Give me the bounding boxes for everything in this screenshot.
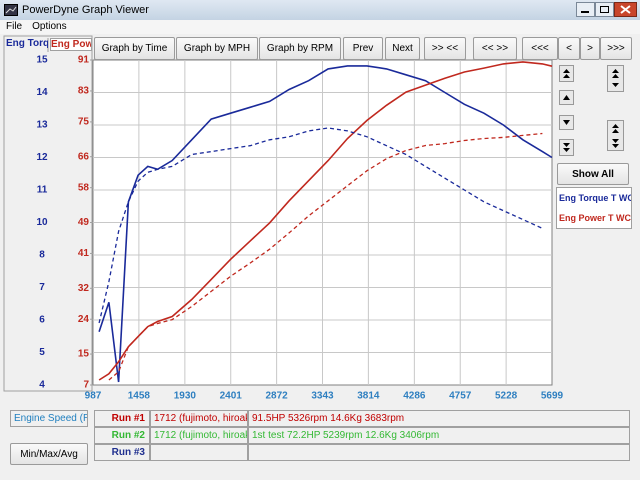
x-tick-label: 5699 [541, 391, 564, 400]
x-tick-label: 987 [85, 391, 102, 400]
run-vehicle: 1712 (fujimoto, hiroaki) [150, 427, 248, 444]
y2-tick-label: 32 [78, 283, 90, 294]
x-tick-label: 3814 [357, 391, 380, 400]
y-tick-label: 5 [39, 347, 45, 358]
axis-panel [3, 35, 93, 392]
x-tick-label: 4757 [449, 391, 472, 400]
y-tick-label: 13 [36, 120, 48, 131]
legend: Eng Torque T WC Eng Power T WC ( [556, 187, 632, 229]
y-tick-label: 7 [39, 282, 45, 293]
scroll-buttons[interactable] [556, 64, 636, 160]
series-line [98, 61, 553, 381]
y2-tick-label: 24 [78, 314, 90, 325]
x-tick-label: 5228 [495, 391, 518, 400]
menu-bar: File Options [0, 20, 640, 34]
show-all-button[interactable]: Show All [557, 163, 629, 185]
y-tick-label: 6 [39, 315, 45, 326]
run-summary [248, 444, 630, 461]
run-summary: 1st test 72.2HP 5239rpm 12.6Kg 3406rpm [248, 427, 630, 444]
toolbar-button[interactable]: >> << [424, 37, 466, 60]
legend-entry: Eng Power T WC ( [559, 213, 632, 223]
toolbar-button[interactable]: << >> [473, 37, 517, 60]
y-axis-label: Eng Torqu [6, 38, 48, 49]
menu-item[interactable]: File [6, 21, 23, 32]
chart: 4 5 6 7 8 10 11 12 13 14 15 7 15 24 32 41 49 58 66 75 83 91 98… [3, 35, 564, 400]
run-vehicle [150, 444, 248, 461]
x-tick-label: 2401 [220, 391, 243, 400]
y2-tick-label: 75 [78, 117, 90, 128]
toolbar-button[interactable]: Graph by Time [94, 37, 175, 60]
y-tick-label: 14 [36, 87, 48, 98]
toolbar-button[interactable]: < [558, 37, 580, 60]
y-tick-label: 8 [39, 250, 45, 261]
y2-tick-label: 41 [78, 248, 90, 259]
y2-tick-label: 91 [78, 55, 90, 66]
toolbar-button[interactable]: Prev [343, 37, 383, 60]
menu-item[interactable]: Options [32, 21, 67, 32]
toolbar-button[interactable]: >>> [600, 37, 632, 60]
window-title: PowerDyne Graph Viewer [22, 4, 149, 16]
run-summary: 91.5HP 5326rpm 14.6Kg 3683rpm [248, 410, 630, 427]
y-tick-label: 15 [36, 55, 48, 66]
y-tick-label: 10 [36, 217, 48, 228]
y2-tick-label: 49 [78, 217, 90, 228]
toolbar-button[interactable]: Graph by MPH [176, 37, 258, 60]
toolbar-button[interactable]: Graph by RPM [259, 37, 341, 60]
x-tick-label: 3343 [311, 391, 334, 400]
app-icon [4, 4, 18, 16]
y2-tick-label: 83 [78, 86, 90, 97]
x-tick-label: 4286 [403, 391, 426, 400]
window-controls[interactable] [576, 2, 638, 18]
run-label: Run #1 [94, 410, 150, 427]
y-tick-label: 4 [39, 380, 45, 391]
y-tick-label: 11 [37, 185, 48, 196]
title-bar: PowerDyne Graph Viewer [0, 0, 640, 20]
y2-tick-label: 58 [78, 182, 90, 193]
x-tick-label: 1458 [128, 391, 151, 400]
toolbar-button[interactable]: Next [385, 37, 420, 60]
run-label: Run #3 [94, 444, 150, 461]
y2-tick-label: 66 [78, 151, 90, 162]
toolbar-button[interactable]: > [580, 37, 600, 60]
y2-axis-label: Eng Powe [50, 38, 92, 51]
x-axis-label: Engine Speed (RP [10, 410, 88, 427]
min-max-avg-button[interactable]: Min/Max/Avg [10, 443, 88, 465]
run-vehicle: 1712 (fujimoto, hiroaki) [150, 410, 248, 427]
series-line [98, 65, 553, 383]
y2-tick-label: 15 [78, 349, 90, 360]
run-label: Run #2 [94, 427, 150, 444]
y-tick-label: 12 [36, 152, 48, 163]
legend-entry: Eng Torque T WC [559, 193, 632, 203]
toolbar-button[interactable]: <<< [522, 37, 558, 60]
x-tick-label: 1930 [174, 391, 197, 400]
y2-tick-label: 7 [83, 380, 89, 391]
x-tick-label: 2872 [265, 391, 288, 400]
series-line [98, 127, 543, 324]
